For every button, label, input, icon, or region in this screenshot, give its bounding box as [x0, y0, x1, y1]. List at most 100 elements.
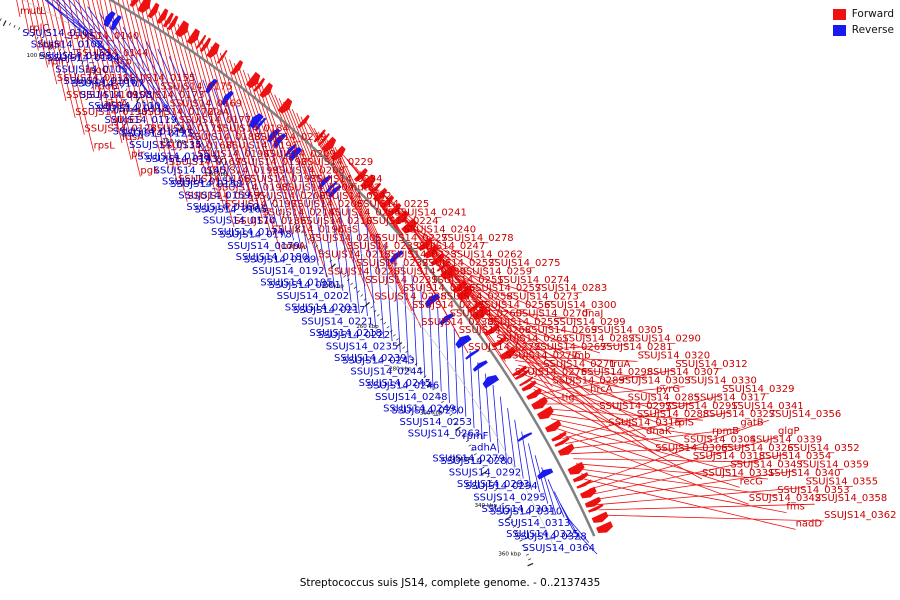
- reverse-leader-line: [347, 204, 360, 314]
- scale-tick: [92, 69, 98, 75]
- reverse-leader-line: [44, 0, 98, 40]
- forward-leader-line: [414, 228, 489, 270]
- forward-leader-line: [63, 0, 77, 60]
- scale-tick: [200, 141, 203, 145]
- reverse-gene-label: SSUJS14_0160: [186, 202, 259, 213]
- forward-leader-line: [545, 408, 703, 421]
- scale-tick: [8, 22, 11, 26]
- forward-gene-arrow: [156, 8, 169, 24]
- forward-leader-line: [410, 224, 516, 379]
- forward-leader-line: [16, 0, 21, 18]
- reverse-gene-label: SSUJS14_0125: [121, 129, 194, 140]
- forward-leader-line: [46, 0, 76, 118]
- forward-gene-label: SSUJS14_0237: [412, 300, 485, 311]
- forward-gene-arrow: [554, 437, 570, 447]
- forward-leader-line: [492, 327, 619, 387]
- reverse-gene-label: SSUJS14_0202: [277, 291, 350, 302]
- scale-tick: [389, 330, 393, 333]
- reverse-leader-line: [110, 19, 180, 127]
- scale-tick: [523, 549, 527, 551]
- forward-gene-label: SSUJS14_0339: [750, 434, 823, 445]
- scale-tick-label: 240 kbp: [321, 283, 344, 289]
- scale-tick: [45, 41, 48, 45]
- forward-gene-label: SSUJS14_0219: [254, 132, 327, 143]
- forward-gene-label: SSUJS14_0256: [478, 300, 551, 311]
- forward-gene-label: SSUJS14_0109: [66, 90, 139, 101]
- scale-tick-label: 280 kbp: [389, 367, 412, 373]
- reverse-gene-label: SSUJS14_0195: [260, 277, 333, 288]
- forward-gene-label: SSUJS14_0330: [684, 376, 757, 387]
- reverse-gene-arrow: [517, 432, 533, 442]
- forward-gene-arrow: [551, 431, 567, 442]
- scale-tick: [350, 282, 353, 286]
- scale-tick: [267, 198, 270, 201]
- forward-gene-label: SSUJS14_0327: [703, 409, 776, 420]
- forward-gene-arrow: [206, 42, 220, 59]
- scale-tick: [460, 431, 464, 434]
- forward-gene-arrow: [401, 218, 418, 234]
- forward-leader-line: [559, 433, 749, 505]
- reverse-gene-arrow: [267, 128, 281, 143]
- forward-leader-line: [565, 411, 732, 445]
- forward-gene-label: SSUJS14_0271: [543, 359, 616, 370]
- forward-gene-label: SSUJS14_0257: [469, 283, 542, 294]
- scale-tick: [396, 338, 399, 341]
- reverse-leader-line: [521, 431, 532, 490]
- reverse-leader-line: [122, 26, 188, 138]
- forward-gene-arrow: [373, 187, 388, 202]
- scale-tick: [54, 46, 57, 50]
- forward-gene-label: SSUJS14_0232: [356, 258, 429, 269]
- reverse-gene-label: rpmF: [462, 431, 488, 442]
- reverse-gene-arrow: [537, 468, 554, 480]
- forward-leader-line: [521, 369, 666, 413]
- forward-gene-arrow: [331, 145, 346, 161]
- legend-forward: Forward: [832, 6, 894, 22]
- forward-gene-arrow: [253, 77, 266, 92]
- scale-tick: [178, 126, 183, 132]
- forward-gene-arrow: [313, 129, 326, 143]
- reverse-leader-line: [384, 244, 393, 342]
- scale-tick: [386, 326, 390, 329]
- scale-tick: [286, 215, 289, 219]
- legend-reverse: Reverse: [832, 22, 894, 38]
- scale-tick: [289, 219, 293, 223]
- scale-tick: [373, 310, 377, 313]
- forward-gene-label: SSUJS14_0281: [600, 342, 673, 353]
- scale-tick: [426, 379, 430, 382]
- forward-leader-line: [215, 49, 272, 236]
- scale-tick: [155, 108, 158, 112]
- reverse-gene-arrow: [424, 293, 441, 308]
- scale-tick: [503, 507, 507, 510]
- reverse-leader-line: [499, 396, 508, 465]
- forward-leader-line: [553, 423, 731, 471]
- forward-gene-label: SSUJS14_0175: [160, 82, 233, 93]
- forward-gene-label: SSUJS14_0254: [328, 208, 401, 219]
- forward-gene-label: SSUJS14_0304: [684, 434, 757, 445]
- forward-gene-label: SSUJS14_0289: [552, 376, 625, 387]
- reverse-gene-label: SSUJS14_0250: [391, 406, 464, 417]
- scale-tick: [232, 167, 236, 171]
- forward-gene-label: rplF: [48, 56, 67, 67]
- forward-leader-line: [41, 0, 67, 102]
- scale-tick: [315, 244, 318, 248]
- scale-tick: [81, 61, 84, 65]
- forward-gene-label: rpoB: [94, 82, 118, 93]
- forward-gene-label: SSUJS14_0128: [84, 124, 156, 135]
- forward-gene-arrow: [230, 60, 244, 76]
- forward-gene-arrow: [216, 49, 228, 64]
- reverse-gene-label: SSUJS14_0295: [473, 493, 546, 504]
- forward-leader-line: [163, 14, 207, 177]
- reverse-leader-line: [514, 419, 524, 479]
- scale-tick: [282, 212, 286, 215]
- forward-gene-label: SSUJS14_0198: [216, 182, 289, 193]
- forward-gene-label: SSUJS14_0213: [318, 250, 391, 261]
- reverse-leader-line: [318, 175, 336, 289]
- forward-gene-label: SSUJS14_0303: [618, 376, 691, 387]
- forward-gene-label: SSUJS14_0169: [170, 98, 243, 109]
- scale-tick: [449, 413, 453, 417]
- forward-gene-label: SSUJS14_0238: [421, 317, 494, 328]
- scale-tick: [85, 63, 88, 67]
- forward-gene-arrow: [379, 194, 395, 209]
- reverse-leader-line: [224, 95, 262, 213]
